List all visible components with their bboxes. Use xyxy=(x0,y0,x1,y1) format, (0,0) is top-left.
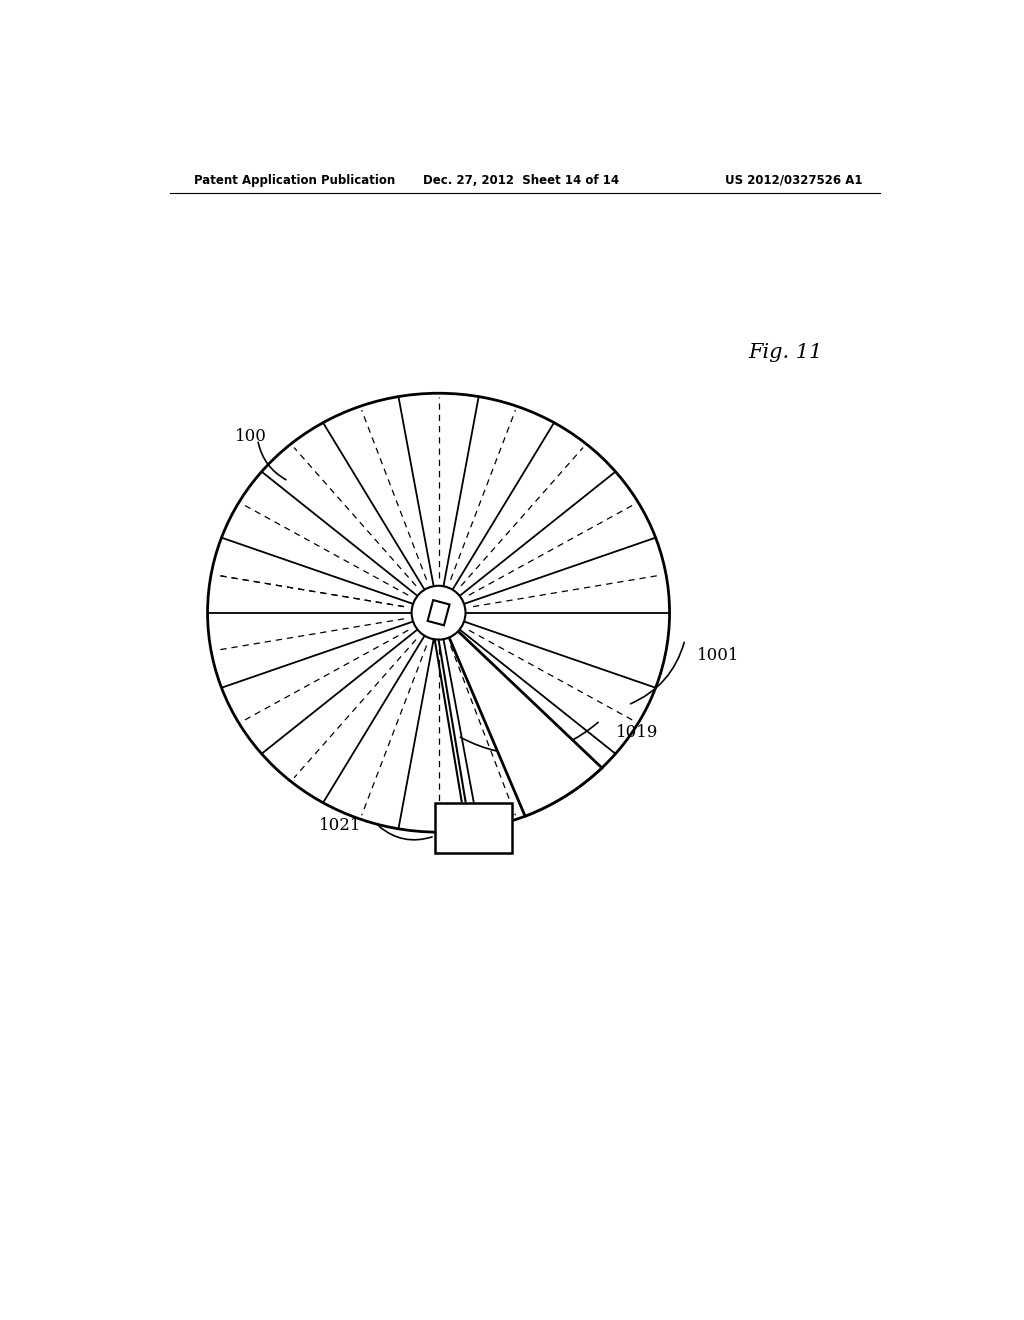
Text: 1001: 1001 xyxy=(696,647,739,664)
Text: Patent Application Publication: Patent Application Publication xyxy=(194,174,395,187)
Circle shape xyxy=(412,586,466,640)
Text: Dec. 27, 2012  Sheet 14 of 14: Dec. 27, 2012 Sheet 14 of 14 xyxy=(423,174,620,187)
Text: 1019: 1019 xyxy=(615,725,658,742)
Ellipse shape xyxy=(208,393,670,832)
Text: 1021: 1021 xyxy=(319,817,361,834)
Polygon shape xyxy=(438,612,602,816)
Text: 100: 100 xyxy=(234,428,266,445)
Text: Fig. 11: Fig. 11 xyxy=(748,343,822,362)
Bar xyxy=(435,804,512,853)
Text: US 2012/0327526 A1: US 2012/0327526 A1 xyxy=(725,174,862,187)
Polygon shape xyxy=(428,601,450,626)
